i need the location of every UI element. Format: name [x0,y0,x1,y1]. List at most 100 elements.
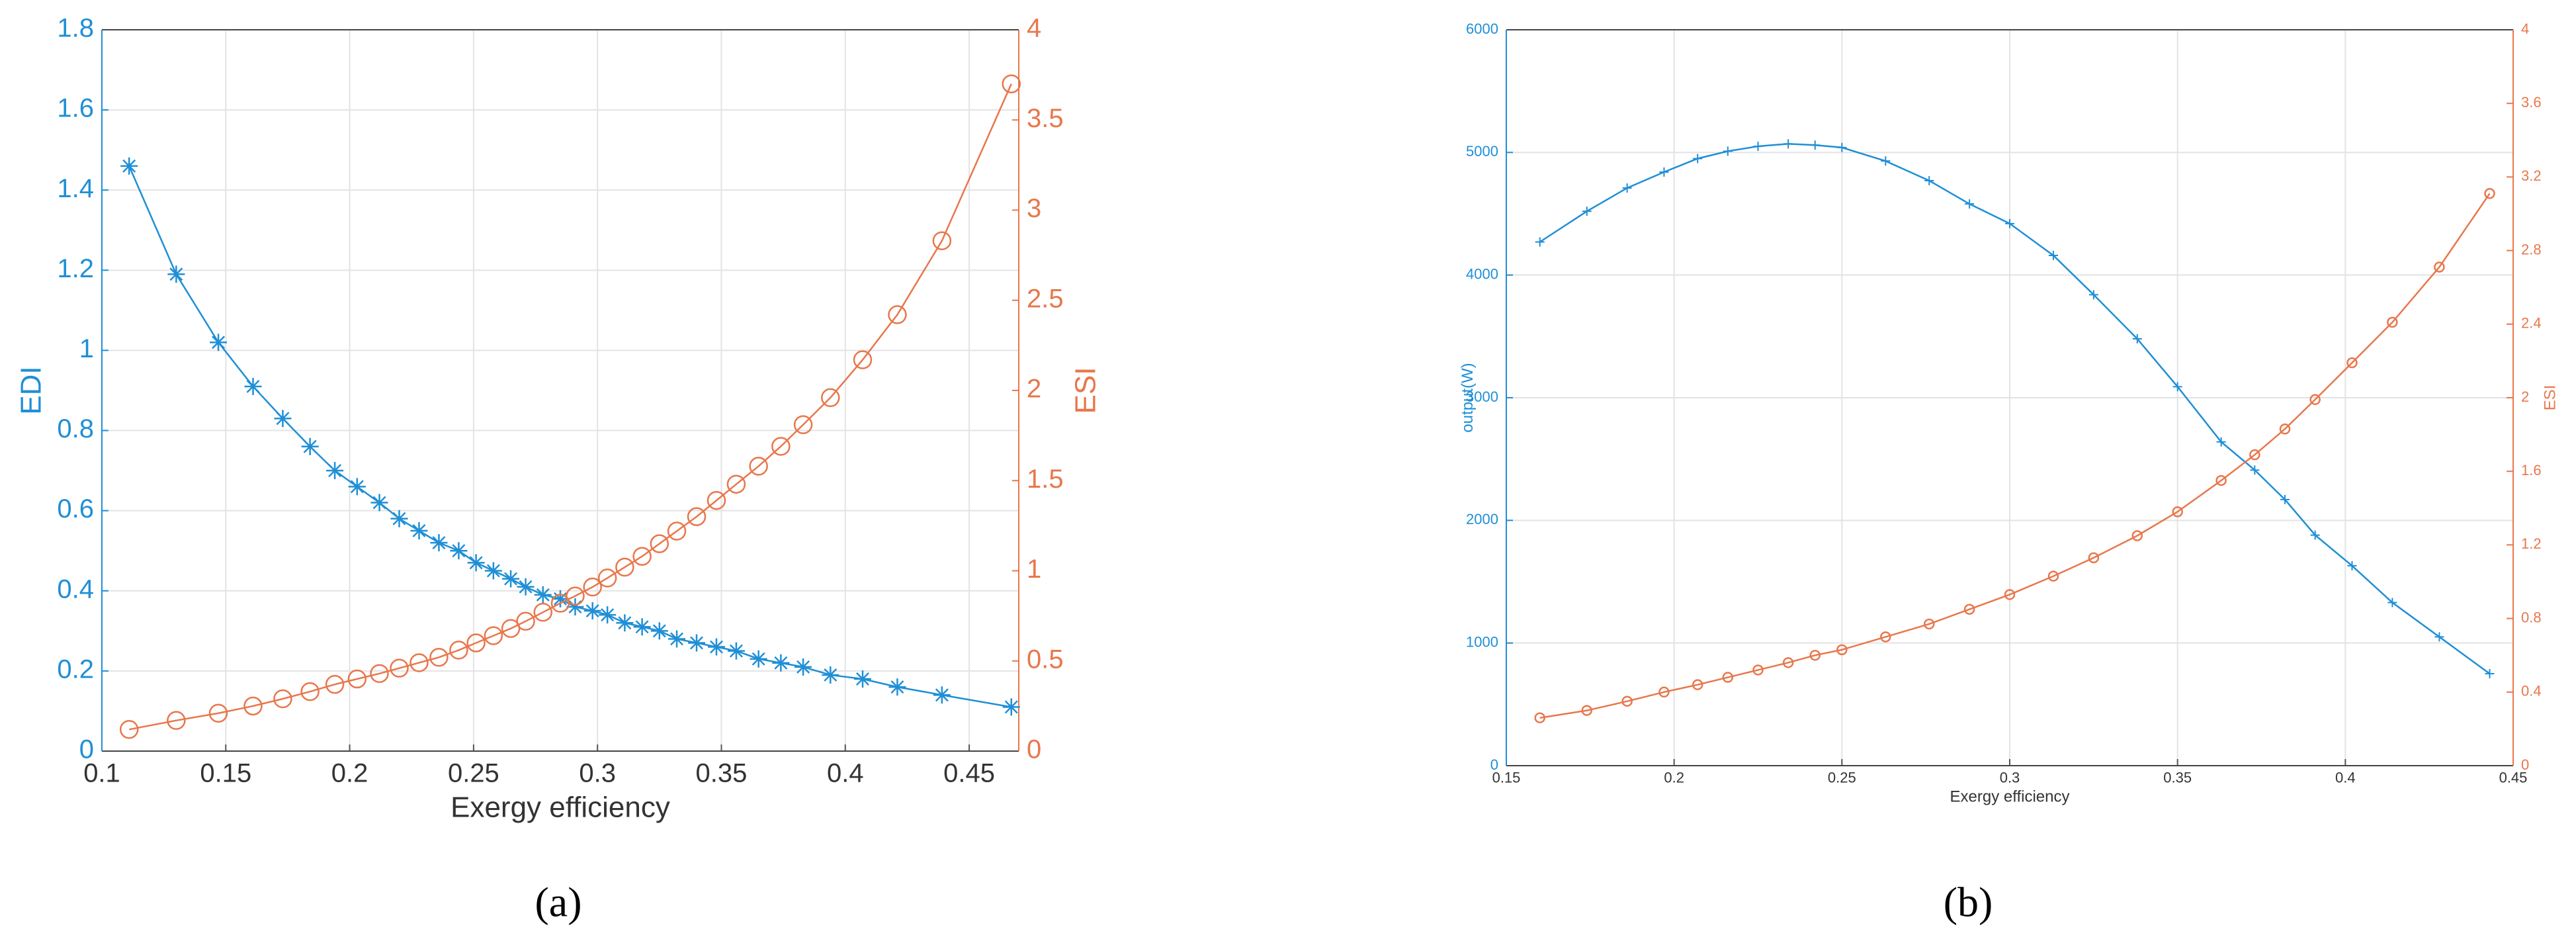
marker [2005,218,2014,228]
x-tick-label: 0.4 [827,759,864,788]
y-tick-label: 1.4 [57,174,94,203]
y-tick-label: 2000 [1466,511,1498,527]
marker [2250,465,2260,475]
marker [821,388,840,408]
y2-tick-label: 2.8 [2521,241,2542,257]
marker [1836,644,1848,656]
marker [667,521,687,541]
marker [517,578,535,596]
marker [650,622,668,640]
y2-tick-label: 2 [1027,375,1041,404]
marker [467,554,485,572]
marker [668,630,686,648]
marker [167,265,185,283]
x-tick-label: 0.35 [696,759,748,788]
marker [2347,561,2357,570]
marker [633,618,651,636]
marker [1965,199,1975,209]
marker [2004,589,2016,600]
marker [2484,188,2495,199]
marker [1002,698,1020,716]
y2-tick-label: 3.2 [2521,167,2542,184]
marker [167,711,186,730]
marker [597,568,617,588]
y-tick-label: 0 [1490,756,1498,773]
marker [2387,598,2397,608]
y2-tick-label: 0.5 [1027,645,1064,674]
marker [502,570,520,588]
marker [566,598,584,615]
marker [120,157,138,175]
marker [599,606,617,624]
marker [2346,357,2358,369]
marker [273,689,292,709]
y2-tick-label: 3.5 [1027,104,1064,133]
marker [2132,334,2142,344]
marker [1581,705,1593,716]
marker [1535,237,1545,247]
marker [552,590,569,608]
marker [1534,712,1545,723]
marker [583,602,601,620]
plot-area [102,30,1019,751]
marker [650,534,669,553]
marker [1658,686,1670,698]
marker [347,669,367,689]
x-tick-label: 0.2 [1664,770,1684,786]
marker [1837,142,1847,152]
marker [932,231,952,251]
y2-tick-label: 2.5 [1027,284,1064,313]
marker [2216,437,2226,447]
y2-axis-label: ESI [2542,385,2559,411]
marker [466,633,486,652]
marker [583,577,602,597]
marker [1963,604,1975,615]
marker [2088,290,2098,300]
marker [484,626,503,645]
marker [1880,631,1891,643]
marker [888,678,906,696]
marker [370,664,389,684]
marker [390,658,409,678]
y-tick-label: 3000 [1466,388,1498,405]
marker [1752,664,1764,676]
marker [707,638,725,656]
marker [566,586,585,606]
marker [1810,140,1820,150]
x-tick-label: 0.3 [2000,770,2020,786]
marker [1723,146,1733,156]
marker [516,611,535,631]
y-tick-label: 0.4 [57,574,94,604]
marker [1582,206,1592,216]
marker [429,648,449,667]
marker [208,703,228,723]
marker [794,658,812,676]
y-tick-label: 1000 [1466,633,1498,650]
marker [2172,382,2182,392]
marker [210,334,228,351]
marker [616,614,634,632]
marker [119,720,139,739]
marker [410,521,428,539]
marker [533,602,553,622]
series-line [128,83,1012,731]
x-tick-label: 0.4 [2335,770,2356,786]
y-tick-label: 0.6 [57,494,94,523]
y2-tick-label: 0.8 [2521,609,2542,625]
marker [726,474,746,494]
x-tick-label: 0.15 [200,759,251,788]
y2-tick-label: 1.5 [1027,465,1064,494]
marker [2485,669,2495,678]
x-tick-label: 0.3 [579,759,616,788]
marker [727,642,745,660]
y-tick-label: 5000 [1466,143,1498,159]
marker [1782,657,1794,668]
x-tick-label: 0.1 [83,759,120,788]
marker [793,415,813,435]
marker [300,682,320,701]
y2-tick-label: 1 [1027,555,1041,584]
marker [687,507,707,526]
y-tick-label: 1.6 [57,94,94,123]
marker [1692,679,1703,690]
